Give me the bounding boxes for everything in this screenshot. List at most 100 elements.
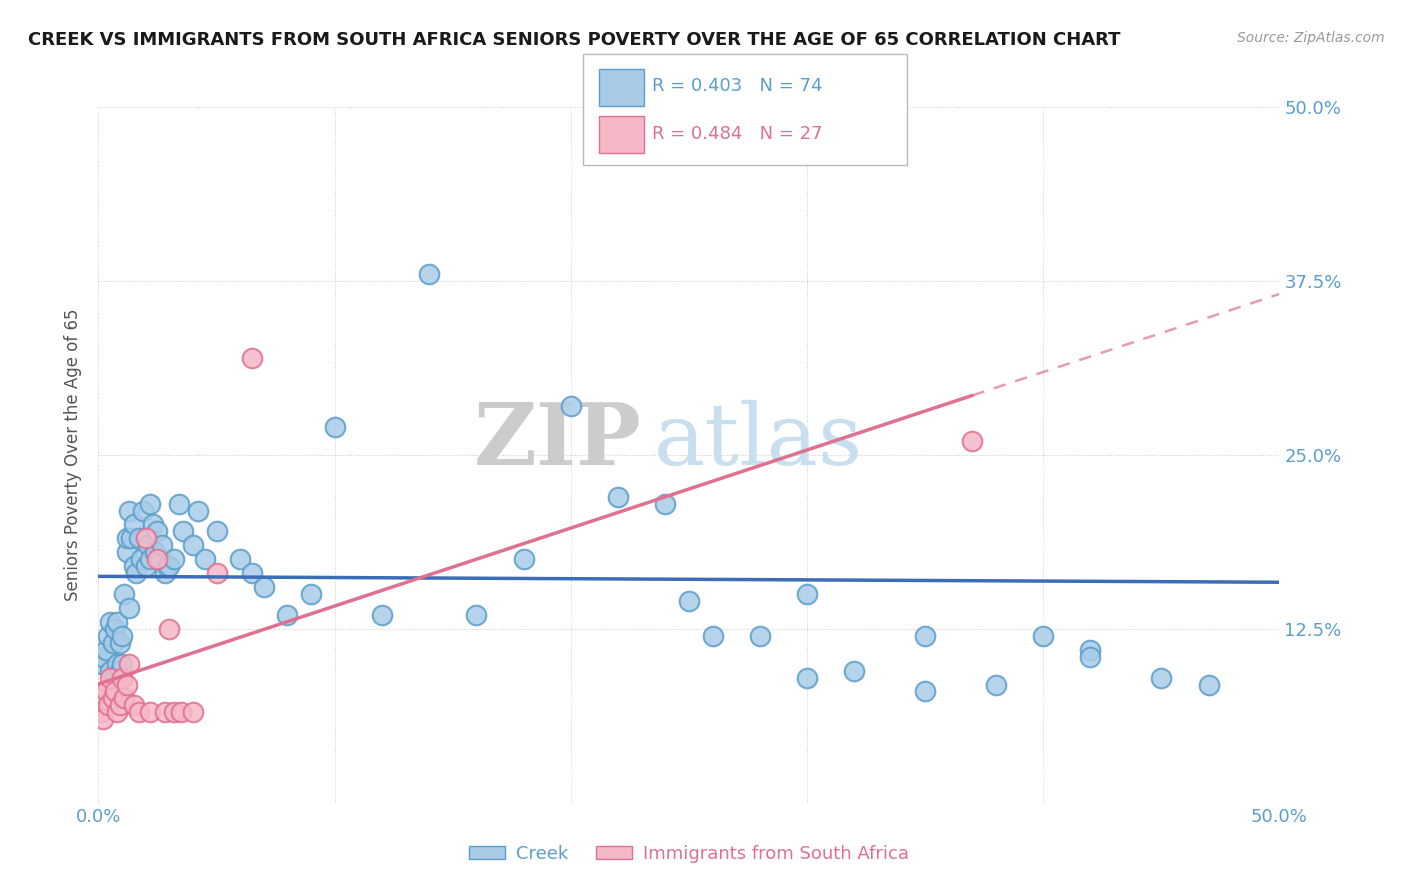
Point	[105, 706, 128, 720]
Point	[149, 552, 172, 566]
Point	[128, 532, 150, 546]
Y-axis label: Seniors Poverty Over the Age of 65: Seniors Poverty Over the Age of 65	[65, 309, 83, 601]
Point	[122, 517, 145, 532]
Point	[796, 587, 818, 601]
Point	[142, 517, 165, 532]
Point	[796, 671, 818, 685]
Point	[187, 503, 209, 517]
Text: atlas: atlas	[654, 400, 863, 483]
Point	[111, 629, 134, 643]
Point	[678, 594, 700, 608]
Point	[181, 706, 204, 720]
Point	[844, 664, 866, 678]
Point	[122, 559, 145, 574]
Point	[105, 657, 128, 671]
Point	[135, 559, 157, 574]
Point	[94, 684, 117, 698]
Point	[139, 706, 162, 720]
Point	[371, 607, 394, 622]
Point	[748, 629, 770, 643]
Point	[108, 636, 131, 650]
Point	[205, 524, 228, 539]
Text: CREEK VS IMMIGRANTS FROM SOUTH AFRICA SENIORS POVERTY OVER THE AGE OF 65 CORRELA: CREEK VS IMMIGRANTS FROM SOUTH AFRICA SE…	[28, 31, 1121, 49]
Point	[172, 524, 194, 539]
Point	[163, 552, 186, 566]
Point	[205, 566, 228, 581]
Point	[115, 532, 138, 546]
Point	[108, 698, 131, 713]
Point	[105, 615, 128, 629]
Point	[150, 538, 173, 552]
Point	[111, 671, 134, 685]
Point	[90, 657, 112, 671]
Point	[1080, 642, 1102, 657]
Point	[418, 267, 440, 281]
Point	[121, 532, 143, 546]
Point	[104, 684, 127, 698]
Point	[299, 587, 322, 601]
Point	[240, 351, 263, 365]
Point	[115, 545, 138, 559]
Point	[153, 706, 176, 720]
Point	[323, 420, 346, 434]
Point	[128, 706, 150, 720]
Point	[115, 677, 138, 691]
Point	[91, 649, 114, 664]
Point	[118, 503, 141, 517]
Point	[101, 691, 124, 706]
Point	[136, 538, 159, 552]
Point	[163, 706, 186, 720]
Point	[98, 664, 121, 678]
Point	[104, 671, 127, 685]
Point	[135, 532, 157, 546]
Point	[125, 566, 148, 581]
Point	[118, 657, 141, 671]
Point	[156, 559, 179, 574]
Point	[560, 399, 582, 413]
Point	[153, 566, 176, 581]
Point	[112, 691, 135, 706]
Point	[112, 587, 135, 601]
Point	[101, 636, 124, 650]
Point	[240, 566, 263, 581]
Point	[108, 664, 131, 678]
Point	[465, 607, 488, 622]
Point	[129, 552, 152, 566]
Point	[229, 552, 252, 566]
Point	[1198, 677, 1220, 691]
Point	[167, 497, 190, 511]
Text: Source: ZipAtlas.com: Source: ZipAtlas.com	[1237, 31, 1385, 45]
Point	[962, 434, 984, 448]
Point	[98, 671, 121, 685]
Point	[181, 538, 204, 552]
Point	[702, 629, 724, 643]
Point	[97, 698, 120, 713]
Point	[118, 601, 141, 615]
Point	[139, 552, 162, 566]
Point	[157, 622, 180, 636]
Point	[98, 615, 121, 629]
Point	[1150, 671, 1173, 685]
Point	[1080, 649, 1102, 664]
Point	[914, 629, 936, 643]
Point	[104, 622, 127, 636]
Point	[91, 712, 114, 726]
Point	[170, 706, 193, 720]
Text: R = 0.484   N = 27: R = 0.484 N = 27	[652, 125, 823, 143]
Point	[512, 552, 534, 566]
Point	[194, 552, 217, 566]
Point	[132, 503, 155, 517]
Point	[276, 607, 298, 622]
Point	[146, 524, 169, 539]
Point	[984, 677, 1007, 691]
Point	[1220, 86, 1243, 100]
Point	[654, 497, 676, 511]
Point	[122, 698, 145, 713]
Point	[97, 629, 120, 643]
Point	[157, 559, 180, 574]
Text: ZIP: ZIP	[474, 399, 641, 483]
Legend: Creek, Immigrants from South Africa: Creek, Immigrants from South Africa	[463, 838, 915, 871]
Point	[94, 642, 117, 657]
Text: R = 0.403   N = 74: R = 0.403 N = 74	[652, 78, 823, 95]
Point	[253, 580, 276, 594]
